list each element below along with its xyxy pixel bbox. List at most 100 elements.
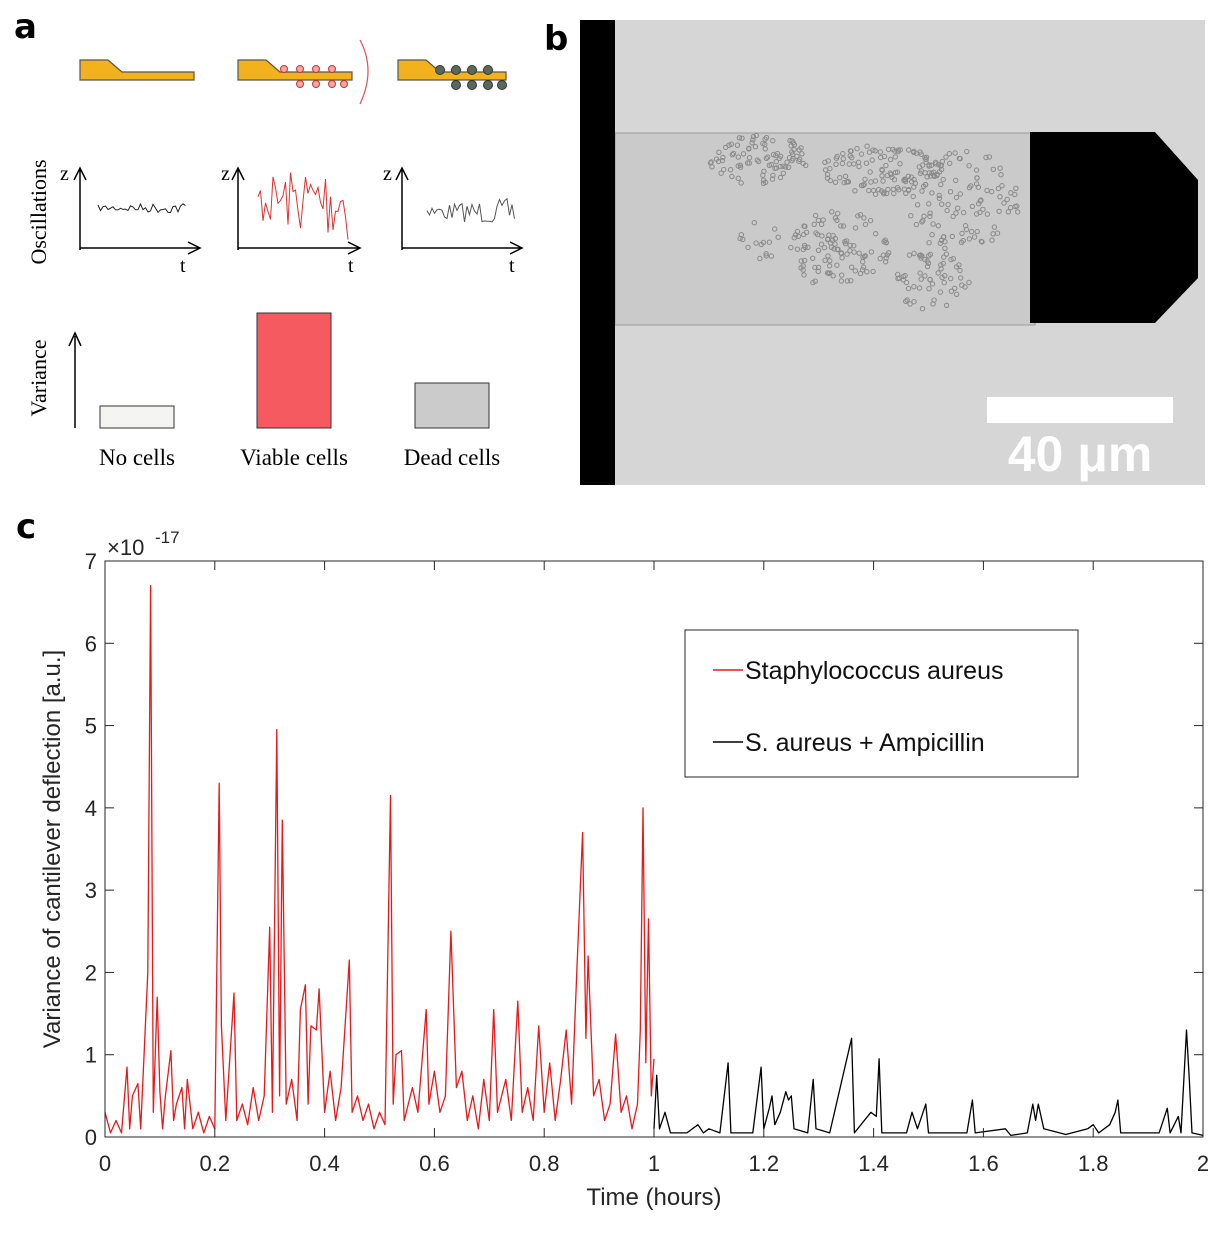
bacterium [721,166,727,173]
bacterium [757,255,763,262]
bacterium [916,164,922,170]
bacterium [835,210,841,217]
x-tick-label: 0.4 [309,1151,340,1176]
bacterium [984,187,990,194]
bacterium [812,264,818,271]
bacterium [895,149,901,155]
bacterium [727,167,734,173]
bacterium [784,159,790,165]
cantilever [79,59,195,81]
bacterium [799,151,805,157]
bacterium [847,242,853,249]
bacterium [943,302,950,308]
bacterium [919,306,926,312]
bacterium [713,156,720,162]
bacterium [861,215,867,221]
bacterium [957,191,963,197]
bacterium [989,237,995,243]
axis-letters: z z z t t t [60,163,515,277]
bacterium [780,170,786,177]
bacterium [939,158,946,165]
bacterium [930,301,936,307]
bacterium [973,167,980,173]
bacterium [815,217,822,224]
bacterium [777,174,784,181]
bacterium [942,273,948,279]
variance-bar [414,382,490,429]
bacterium [768,253,775,259]
bacterium [753,240,759,246]
bacterium [753,132,759,139]
bacterium [729,173,735,180]
y-tick-label: 3 [85,878,97,903]
bacterium [860,264,867,270]
bacterium [989,188,995,195]
t-label: t [509,255,515,277]
bacterium [838,278,845,284]
bacterium [770,138,776,144]
bacterium [791,142,798,148]
bacterium [740,236,746,243]
bacterium [911,250,917,257]
bacterium [803,229,810,236]
bacterium [872,148,878,154]
bacterium [789,149,795,155]
row-label: Variance [26,340,51,417]
bacterium [800,246,806,253]
bacterium [801,257,808,264]
bacterium [834,153,840,160]
chip-edge [580,20,615,485]
bacterium [738,180,744,186]
bacterium [788,244,794,251]
bacterium [916,285,923,291]
bacterium [840,223,847,229]
bacterium [822,159,828,166]
bacterium [948,256,954,263]
x-tick-label: 0 [99,1151,111,1176]
bacterium [866,187,872,194]
bacterium [783,164,789,170]
bacterium [864,269,870,275]
bacterium [935,161,942,168]
bacterium [927,210,933,216]
bacterium [892,169,899,176]
bacterium [999,183,1005,189]
bacterium [906,147,912,153]
bacterium [956,262,962,268]
bacterium [917,270,923,276]
bacterium [883,162,889,169]
bacterium [826,270,832,276]
bacterium [966,279,972,286]
bacterium [746,146,752,152]
bacterium [856,250,862,256]
bacterium [790,156,796,162]
y-axis-label: Variance of cantilever deflection [a.u.] [39,650,66,1048]
bacterium [958,275,964,281]
bacterium [879,173,885,179]
z-label: z [221,163,230,185]
bacterium [777,163,783,170]
bacterium [910,193,916,200]
y-tick-label: 5 [85,714,97,739]
bacterium [794,153,800,160]
bacterium [959,282,965,288]
oscillation-axes [73,166,524,255]
bacterium [945,201,951,208]
bacterium [872,191,879,197]
bacterium [832,215,839,221]
bacterium [740,151,747,157]
bacterium [955,205,961,211]
bacterium [829,237,836,244]
bacterium [812,212,819,219]
bacterium [735,154,741,160]
panel-label: b [544,19,568,59]
bacterium [937,240,943,247]
y-tick-label: 7 [85,549,97,574]
viable-cells [280,65,348,88]
bacterium [968,183,974,189]
x-tick-label: 0.8 [529,1151,560,1176]
bacterium [931,172,937,178]
variance-axis [68,331,82,428]
bacterium [997,194,1003,200]
panel-label: c [16,507,36,547]
